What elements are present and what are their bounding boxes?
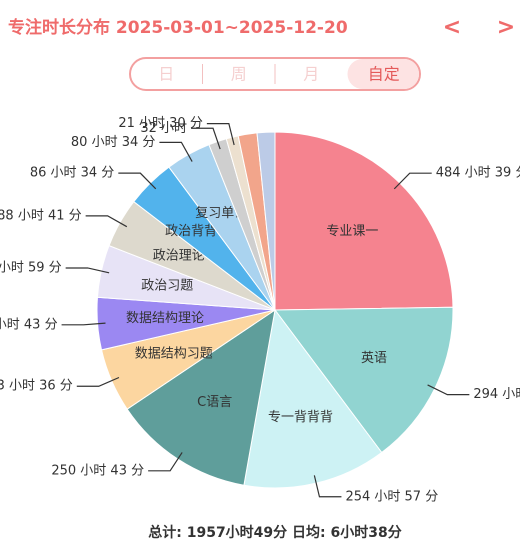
value-label: 294 小时	[473, 387, 520, 402]
value-label: 250 小时 43 分	[51, 463, 144, 478]
leader-line	[76, 376, 120, 387]
leader-line	[85, 215, 128, 228]
leader-line	[427, 384, 470, 396]
tab[interactable]: 自定	[368, 65, 400, 84]
pie-slice	[256, 131, 276, 311]
slice-label: 专业课一	[326, 224, 378, 239]
leader-line	[65, 267, 110, 274]
leader-line	[191, 127, 221, 150]
tab[interactable]: 周	[231, 65, 247, 84]
leader-line	[148, 452, 183, 472]
value-label: 21 小时 30 分	[118, 116, 202, 131]
value-label: 92 小时 43 分	[0, 317, 58, 332]
tab[interactable]: 月	[303, 65, 319, 84]
prev-button[interactable]: <	[443, 15, 461, 40]
leader-line	[313, 475, 342, 498]
slice-label: 数据结构理论	[126, 311, 204, 326]
leader-line	[61, 322, 106, 326]
value-label: 88 小时 41 分	[0, 208, 82, 223]
value-label: 86 小时 34 分	[30, 166, 114, 181]
slice-label: 数据结构习题	[135, 346, 213, 361]
value-label: 80 小时 34 分	[71, 135, 155, 150]
slice-label: C语言	[197, 395, 232, 410]
pie-chart: 专业课一 484 小时 39 分英语 294 小时专一背背背 254 小时 57 分 C…	[0, 116, 520, 504]
value-label: 92 小时 59 分	[0, 260, 62, 275]
tab-bar: 日 周 月 自定	[129, 57, 421, 91]
tab[interactable]: 日	[158, 65, 174, 84]
header-title: 专注时长分布 2025-03-01~2025-12-20	[8, 17, 348, 38]
next-button[interactable]: >	[497, 15, 515, 40]
leader-line	[118, 172, 157, 190]
slice-label: 英语	[361, 351, 387, 366]
leader-line	[159, 141, 193, 162]
leader-line	[206, 123, 235, 146]
slice-label: 政治习题	[141, 278, 193, 293]
tab-selected	[347, 59, 419, 89]
value-label: 32 小时	[140, 121, 187, 136]
slice-label: 专一背背背	[268, 410, 333, 425]
value-label: 113 小时 36 分	[0, 379, 73, 394]
leader-line	[393, 172, 432, 190]
slice-label: 复习单词	[195, 206, 247, 221]
value-label: 484 小时 39 分	[436, 166, 520, 181]
slice-label: 政治理论	[153, 248, 205, 263]
summary: 总计: 1957小时49分 日均: 6小时38分	[148, 524, 402, 541]
value-label: 254 小时 57 分	[345, 489, 438, 504]
